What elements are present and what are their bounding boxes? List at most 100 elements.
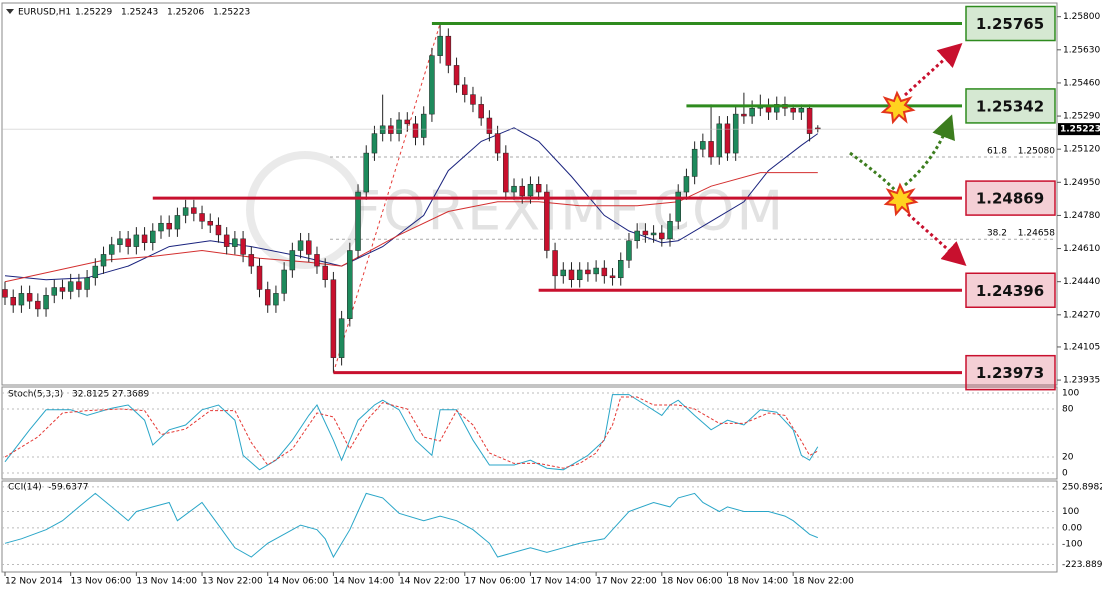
candle-body xyxy=(429,55,435,115)
candle-body xyxy=(609,275,616,279)
x-tick-label: 17 Nov 14:00 xyxy=(530,577,591,587)
candle-body xyxy=(478,104,484,119)
candle-body xyxy=(806,108,813,134)
level-box xyxy=(965,272,1056,309)
candle-body xyxy=(773,104,780,113)
current-price: 1.25223 xyxy=(1060,125,1101,135)
y-tick-label: 1.25290 xyxy=(1063,112,1100,122)
candle-body xyxy=(667,221,673,240)
level-label: 1.24396 xyxy=(976,282,1044,300)
y-tick-label: 1.25120 xyxy=(1063,145,1100,155)
candle-body xyxy=(10,297,16,306)
fib-price: 1.25080 xyxy=(1018,146,1055,156)
burst-icon xyxy=(883,182,919,217)
candle-body xyxy=(191,207,197,214)
watermark: FOREXIMF.COM xyxy=(350,180,785,243)
candle-body xyxy=(141,234,148,243)
level-box xyxy=(965,88,1056,124)
indicator-reading: -59.6377 xyxy=(48,483,88,493)
candle-body xyxy=(453,65,460,86)
candle-body xyxy=(724,123,731,154)
candle-body xyxy=(420,113,427,138)
candle-body xyxy=(182,207,189,216)
candle-body xyxy=(732,113,739,154)
candle-body xyxy=(486,117,493,134)
candle-body xyxy=(568,269,575,280)
candle-body xyxy=(511,185,517,193)
candle-body xyxy=(297,240,304,251)
candle-body xyxy=(133,234,140,247)
candle-body xyxy=(675,191,681,222)
candle-body xyxy=(585,269,591,275)
fib-level: 61.8 xyxy=(987,146,1007,156)
candle-body xyxy=(716,123,723,158)
candle-body xyxy=(708,141,714,158)
x-tick-label: 18 Nov 22:00 xyxy=(793,577,854,587)
candle-body xyxy=(741,113,747,117)
candle-body xyxy=(322,265,328,280)
candle-body xyxy=(396,119,402,134)
candle-body xyxy=(43,295,49,310)
candle-body xyxy=(150,230,156,243)
x-tick-label: 18 Nov 06:00 xyxy=(662,577,723,587)
indicator-line xyxy=(4,396,819,469)
y-tick-label: 1.24270 xyxy=(1063,310,1100,320)
x-tick-label: 13 Nov 06:00 xyxy=(71,577,132,587)
candle-body xyxy=(174,215,181,230)
candle-body xyxy=(281,269,287,294)
candle-body xyxy=(626,240,632,261)
y-tick-label: 1.24440 xyxy=(1063,277,1100,287)
candle-body xyxy=(576,269,583,280)
y-tick-label: 250.8982 xyxy=(1062,482,1102,492)
y-tick-label: -100 xyxy=(1062,540,1083,550)
candle-body xyxy=(51,287,58,296)
candle-body xyxy=(314,254,320,267)
candle-body xyxy=(618,259,624,279)
x-tick-label: 13 Nov 22:00 xyxy=(202,577,263,587)
candle-body xyxy=(125,238,131,247)
candle-body xyxy=(67,281,74,292)
candle-body xyxy=(659,232,665,240)
y-tick-label: 1.24610 xyxy=(1063,244,1100,254)
candle-body xyxy=(338,318,345,358)
y-tick-label: 1.25460 xyxy=(1063,78,1100,88)
candle-body xyxy=(494,133,501,154)
candle-body xyxy=(790,108,796,113)
candle-body xyxy=(749,108,755,117)
arrow-up-green xyxy=(904,114,955,187)
candle-body xyxy=(544,191,550,251)
candle-body xyxy=(273,293,279,306)
x-tick-label: 17 Nov 06:00 xyxy=(465,577,526,587)
candle-body xyxy=(59,287,66,292)
candle-body xyxy=(634,230,640,242)
candle-body xyxy=(560,269,567,277)
arrow-curve xyxy=(849,151,897,192)
arrow-down xyxy=(907,212,967,266)
y-tick-label: 1.24950 xyxy=(1063,178,1100,188)
burst-icon xyxy=(880,90,916,125)
candle-body xyxy=(601,267,608,277)
candle-body xyxy=(691,148,698,177)
indicator-line xyxy=(4,394,819,471)
candle-body xyxy=(289,250,296,271)
candle-body xyxy=(379,125,386,134)
candle-body xyxy=(117,238,123,245)
indicator-line xyxy=(4,492,818,559)
candle-body xyxy=(2,289,8,298)
candle-body xyxy=(462,84,468,95)
candle-body xyxy=(158,222,164,232)
candle-body xyxy=(26,293,33,302)
candle-body xyxy=(798,108,805,113)
y-tick-label: 0 xyxy=(1062,469,1068,479)
y-tick-label: 100 xyxy=(1062,389,1079,399)
candle-body xyxy=(363,152,369,193)
candle-body xyxy=(404,119,411,125)
indicator-title: CCI(14) xyxy=(8,483,42,493)
candle-body xyxy=(35,300,41,310)
candle-body xyxy=(700,141,706,150)
indicator-reading: 32.8125 xyxy=(72,390,109,400)
candle-body xyxy=(248,254,255,267)
ohlc-reading: 1.25243 xyxy=(121,8,158,18)
level-label: 1.25765 xyxy=(976,15,1044,33)
candle-body xyxy=(108,244,115,255)
